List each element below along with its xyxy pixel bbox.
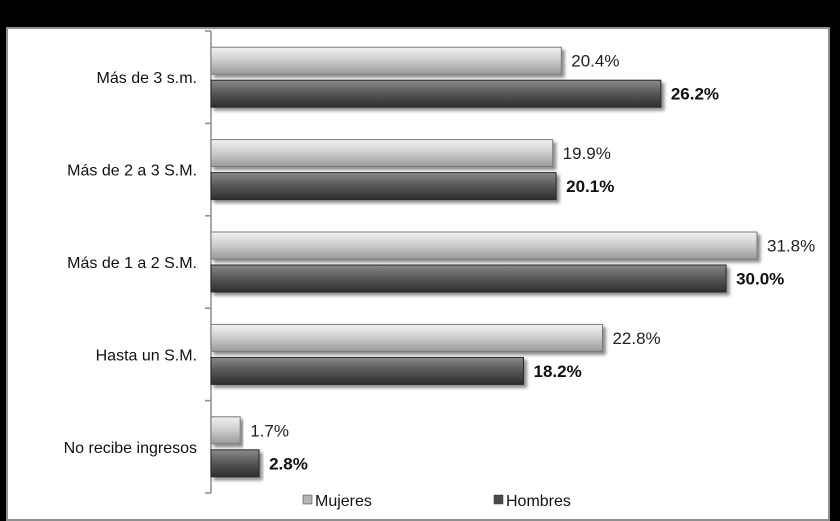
bar-hombres — [210, 264, 727, 293]
bar-hombres — [210, 79, 662, 108]
data-label-mujeres: 22.8% — [612, 329, 660, 348]
bar-mujeres — [210, 139, 554, 168]
chart-panel: Más de 3 s.m. 20.4% 26.2% Más de 2 a 3 S.M.… — [6, 27, 830, 521]
data-label-hombres: 18.2% — [533, 362, 581, 381]
bar-mujeres — [210, 231, 758, 260]
data-label-hombres: 30.0% — [736, 270, 784, 289]
data-label-hombres: 20.1% — [566, 177, 614, 196]
data-label-mujeres: 20.4% — [571, 52, 619, 71]
bar-mujeres — [210, 323, 603, 352]
legend-swatch-mujeres — [302, 494, 313, 505]
chart-svg: Más de 3 s.m. 20.4% 26.2% Más de 2 a 3 S.M.… — [64, 30, 816, 510]
category-label: Más de 3 s.m. — [97, 70, 197, 87]
legend: Mujeres Hombres — [302, 493, 571, 510]
data-label-mujeres: 1.7% — [250, 421, 289, 440]
legend-swatch-hombres — [493, 494, 504, 505]
category-label: Hasta un S.M. — [96, 347, 197, 364]
bar-hombres — [210, 356, 524, 385]
bar-hombres — [210, 449, 260, 478]
chart-title-clipped — [0, 0, 840, 18]
legend-label-hombres: Hombres — [506, 493, 571, 510]
category-label: Más de 2 a 3 S.M. — [67, 163, 197, 180]
category-label: No recibe ingresos — [64, 440, 197, 457]
axis-layer — [205, 30, 212, 494]
data-label-mujeres: 31.8% — [767, 237, 815, 256]
labels-layer: Más de 3 s.m. 20.4% 26.2% Más de 2 a 3 S.M.… — [64, 52, 816, 474]
bar-mujeres — [210, 46, 562, 75]
chart-frame: Más de 3 s.m. 20.4% 26.2% Más de 2 a 3 S.M.… — [0, 18, 840, 521]
bar-mujeres — [210, 416, 241, 445]
bar-hombres — [210, 172, 557, 201]
category-label: Más de 1 a 2 S.M. — [67, 255, 197, 272]
data-label-hombres: 2.8% — [269, 454, 308, 473]
data-label-hombres: 26.2% — [671, 85, 719, 104]
data-label-mujeres: 19.9% — [563, 144, 611, 163]
legend-label-mujeres: Mujeres — [315, 493, 372, 510]
top-bar — [0, 0, 840, 18]
bars-layer — [210, 46, 758, 478]
